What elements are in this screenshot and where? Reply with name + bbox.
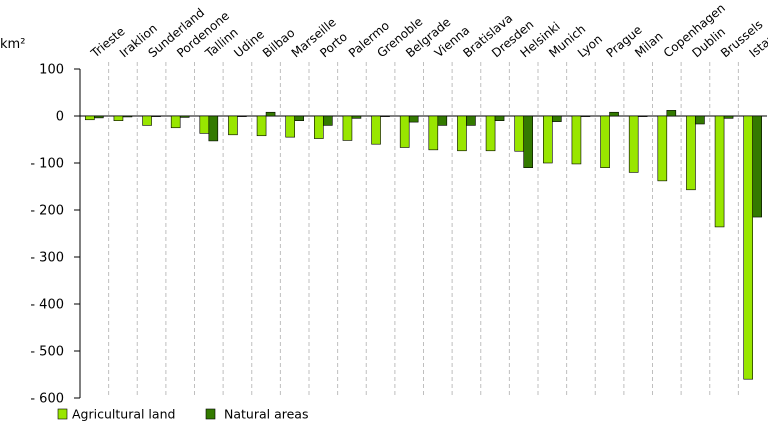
y-axis: 100 0 - 100 - 200 - 300 - 400 - 500 - 600 [30,63,767,407]
bars [85,110,762,380]
bar-natural-areas [695,115,705,125]
bar-natural-areas [637,115,648,117]
bar-agricultural-land [571,115,582,165]
bar-natural-areas [122,115,133,118]
bar-agricultural-land [285,115,295,138]
y-tick-label: 100 [39,63,64,78]
bar-natural-areas [294,115,304,121]
bar-natural-areas [323,115,333,126]
bar-agricultural-land [428,115,439,151]
bar-natural-areas [580,115,591,117]
y-axis-unit-label: km² [0,37,25,52]
bar-agricultural-land [543,115,553,164]
bar-natural-areas [494,115,505,121]
bar-agricultural-land [714,115,725,228]
bar-natural-areas [380,115,390,117]
bar-agricultural-land [199,115,210,134]
legend-label: Agricultural land [72,407,175,422]
y-tick-label: - 200 [30,204,64,219]
bar-agricultural-land [399,115,410,148]
bar-natural-areas [552,115,562,122]
bar-natural-areas [179,115,190,118]
y-tick-label: - 500 [30,345,64,360]
legend-label: Natural areas [224,407,308,422]
bar-agricultural-land [170,115,181,129]
bar-agricultural-land [457,115,467,152]
y-tick-label: - 600 [30,392,64,407]
category-separators [108,62,739,398]
bar-natural-areas [94,115,104,119]
bar-agricultural-land [600,115,610,169]
bar-agricultural-land [514,115,524,152]
bar-agricultural-land [743,115,753,380]
bar-agricultural-land [228,115,238,136]
y-tick-label: - 100 [30,157,64,172]
bar-agricultural-land [113,115,124,121]
legend-swatch [205,408,216,420]
bar-agricultural-land [256,115,267,137]
bar-agricultural-land [628,115,639,173]
bar-natural-areas [408,115,419,123]
bar-agricultural-land [657,115,668,182]
bar-natural-areas [609,111,619,117]
bar-agricultural-land [485,115,496,152]
bar-natural-areas [208,115,219,142]
bar-natural-areas [666,110,677,117]
bar-natural-areas [437,115,448,126]
bar-agricultural-land [686,115,696,191]
bar-natural-areas [752,115,762,218]
bar-agricultural-land [142,115,152,126]
bar-natural-areas [265,111,276,117]
bar-agricultural-land [371,115,381,145]
y-tick-label: - 300 [30,251,64,266]
bar-natural-areas [466,115,476,126]
bar-natural-areas [151,115,161,117]
y-tick-label: - 400 [30,298,64,313]
category-labels: TriesteIraklionSunderlandPordenoneTallin… [87,1,768,61]
y-tick-label: 0 [56,110,64,125]
legend: Agricultural land Natural areas [57,407,308,422]
bar-agricultural-land [85,115,95,121]
bar-natural-areas [723,115,734,119]
bar-agricultural-land [342,115,353,141]
bar-natural-areas [351,115,362,119]
bar-natural-areas [237,115,247,117]
x-category-label: Bilbao [260,26,298,61]
bar-agricultural-land [314,115,324,139]
legend-swatch [57,408,68,420]
bar-natural-areas [523,115,533,169]
